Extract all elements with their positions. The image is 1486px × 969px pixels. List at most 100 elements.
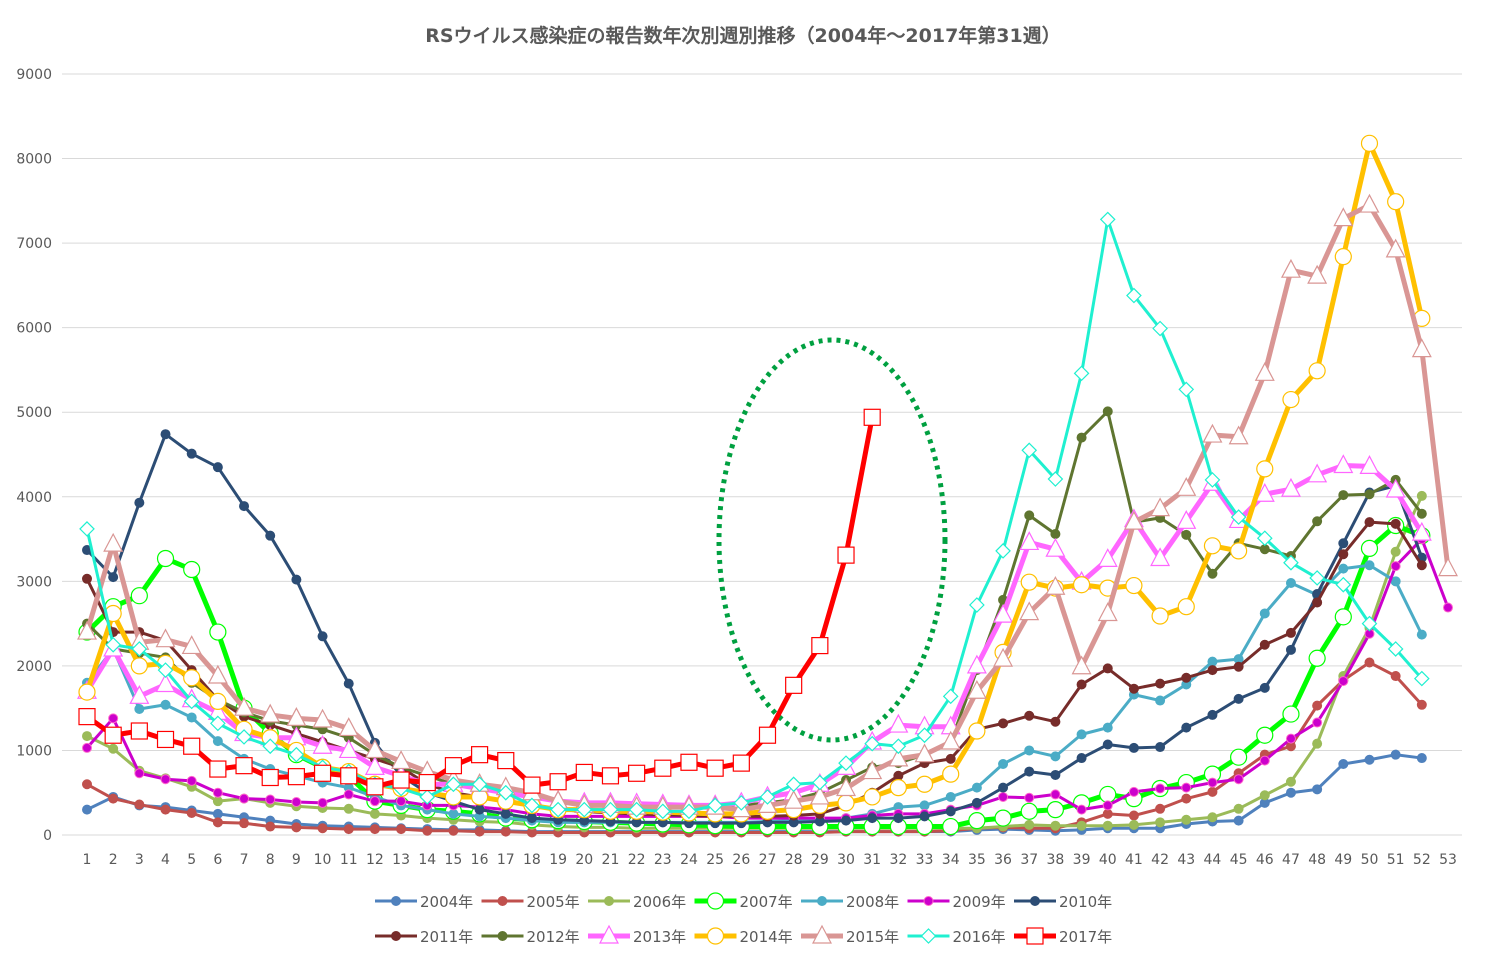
data-point	[1045, 575, 1066, 595]
data-point	[1177, 598, 1195, 616]
data-point	[1128, 742, 1139, 753]
data-point	[262, 738, 279, 755]
data-point	[1361, 615, 1378, 632]
data-point	[1364, 489, 1375, 500]
legend-label: 2006年	[633, 893, 686, 911]
data-point	[1181, 529, 1192, 540]
data-point	[1312, 700, 1323, 711]
data-point	[888, 713, 909, 733]
data-point	[604, 896, 614, 906]
data-point	[160, 429, 171, 440]
data-point	[1181, 782, 1192, 793]
data-point	[474, 804, 485, 815]
data-point	[945, 791, 956, 802]
data-point	[1123, 510, 1144, 530]
data-point	[105, 636, 122, 653]
data-point	[1099, 211, 1116, 228]
data-point	[1155, 678, 1166, 689]
x-tick-label: 47	[1282, 852, 1300, 868]
data-point	[1050, 528, 1061, 539]
data-point	[391, 896, 401, 906]
data-point	[1387, 641, 1404, 657]
data-point	[1338, 538, 1349, 549]
data-point	[1338, 549, 1349, 560]
series-line	[85, 409, 1424, 809]
x-tick-label: 17	[497, 852, 515, 868]
data-point	[77, 620, 97, 640]
data-point	[1280, 477, 1301, 497]
data-point	[524, 797, 540, 814]
data-point	[1076, 753, 1087, 764]
data-point	[994, 809, 1012, 827]
data-point	[837, 546, 855, 564]
data-point	[448, 825, 459, 836]
data-point	[1102, 722, 1113, 733]
data-point	[82, 804, 92, 815]
x-tick-label: 3	[135, 852, 144, 868]
series-line	[85, 520, 1424, 818]
data-point	[863, 788, 881, 806]
data-point	[998, 718, 1009, 729]
data-point	[1176, 477, 1197, 496]
data-point	[1126, 287, 1142, 304]
data-point	[707, 797, 724, 814]
data-point	[1020, 573, 1038, 591]
data-point	[993, 603, 1014, 623]
data-point	[1150, 497, 1171, 517]
x-tick-label: 10	[314, 852, 332, 868]
data-point	[108, 793, 119, 804]
data-point	[1181, 814, 1192, 825]
data-point	[288, 746, 305, 763]
data-point	[680, 753, 698, 771]
data-point	[1207, 656, 1218, 667]
data-point	[1333, 207, 1354, 227]
data-point	[261, 768, 279, 787]
data-point	[1308, 362, 1326, 380]
data-point	[1128, 786, 1139, 797]
data-point	[1207, 786, 1218, 797]
data-point	[497, 751, 515, 770]
data-point	[841, 815, 852, 826]
data-point	[1230, 509, 1247, 525]
y-tick-label: 9000	[16, 67, 52, 83]
data-point	[448, 808, 459, 819]
data-point	[1254, 482, 1275, 502]
data-point	[916, 727, 933, 744]
x-tick-label: 14	[418, 852, 436, 868]
data-point	[239, 818, 250, 829]
series-2008年	[82, 560, 1427, 828]
data-point	[966, 679, 987, 699]
data-point	[312, 734, 333, 754]
data-point	[156, 549, 175, 568]
legend-item: 2005年	[481, 893, 580, 911]
data-point	[500, 808, 511, 819]
data-point	[265, 821, 276, 832]
legend-label: 2016年	[953, 928, 1006, 946]
data-point	[1233, 774, 1244, 785]
x-tick-label: 38	[1046, 852, 1064, 868]
legend-item: 2010年	[1014, 893, 1112, 911]
data-point	[1364, 657, 1375, 668]
y-tick-label: 1000	[16, 743, 52, 759]
data-point	[338, 717, 359, 737]
data-point	[1076, 820, 1087, 831]
data-point	[1338, 490, 1349, 501]
x-tick-label: 44	[1204, 852, 1222, 868]
data-point	[681, 803, 697, 820]
data-point	[1230, 542, 1248, 560]
data-point	[785, 676, 803, 694]
data-point	[1282, 705, 1300, 723]
data-point	[971, 797, 982, 808]
data-point	[523, 776, 541, 794]
data-point	[1021, 442, 1038, 459]
legend-item: 2004年	[375, 893, 473, 911]
data-point	[317, 823, 328, 834]
data-point	[1076, 804, 1087, 815]
y-tick-label: 7000	[16, 236, 52, 252]
data-point	[812, 924, 832, 944]
data-point	[706, 927, 725, 945]
data-point	[1385, 238, 1406, 258]
data-point	[817, 896, 827, 906]
data-point	[1285, 578, 1296, 589]
data-point	[1307, 264, 1328, 284]
